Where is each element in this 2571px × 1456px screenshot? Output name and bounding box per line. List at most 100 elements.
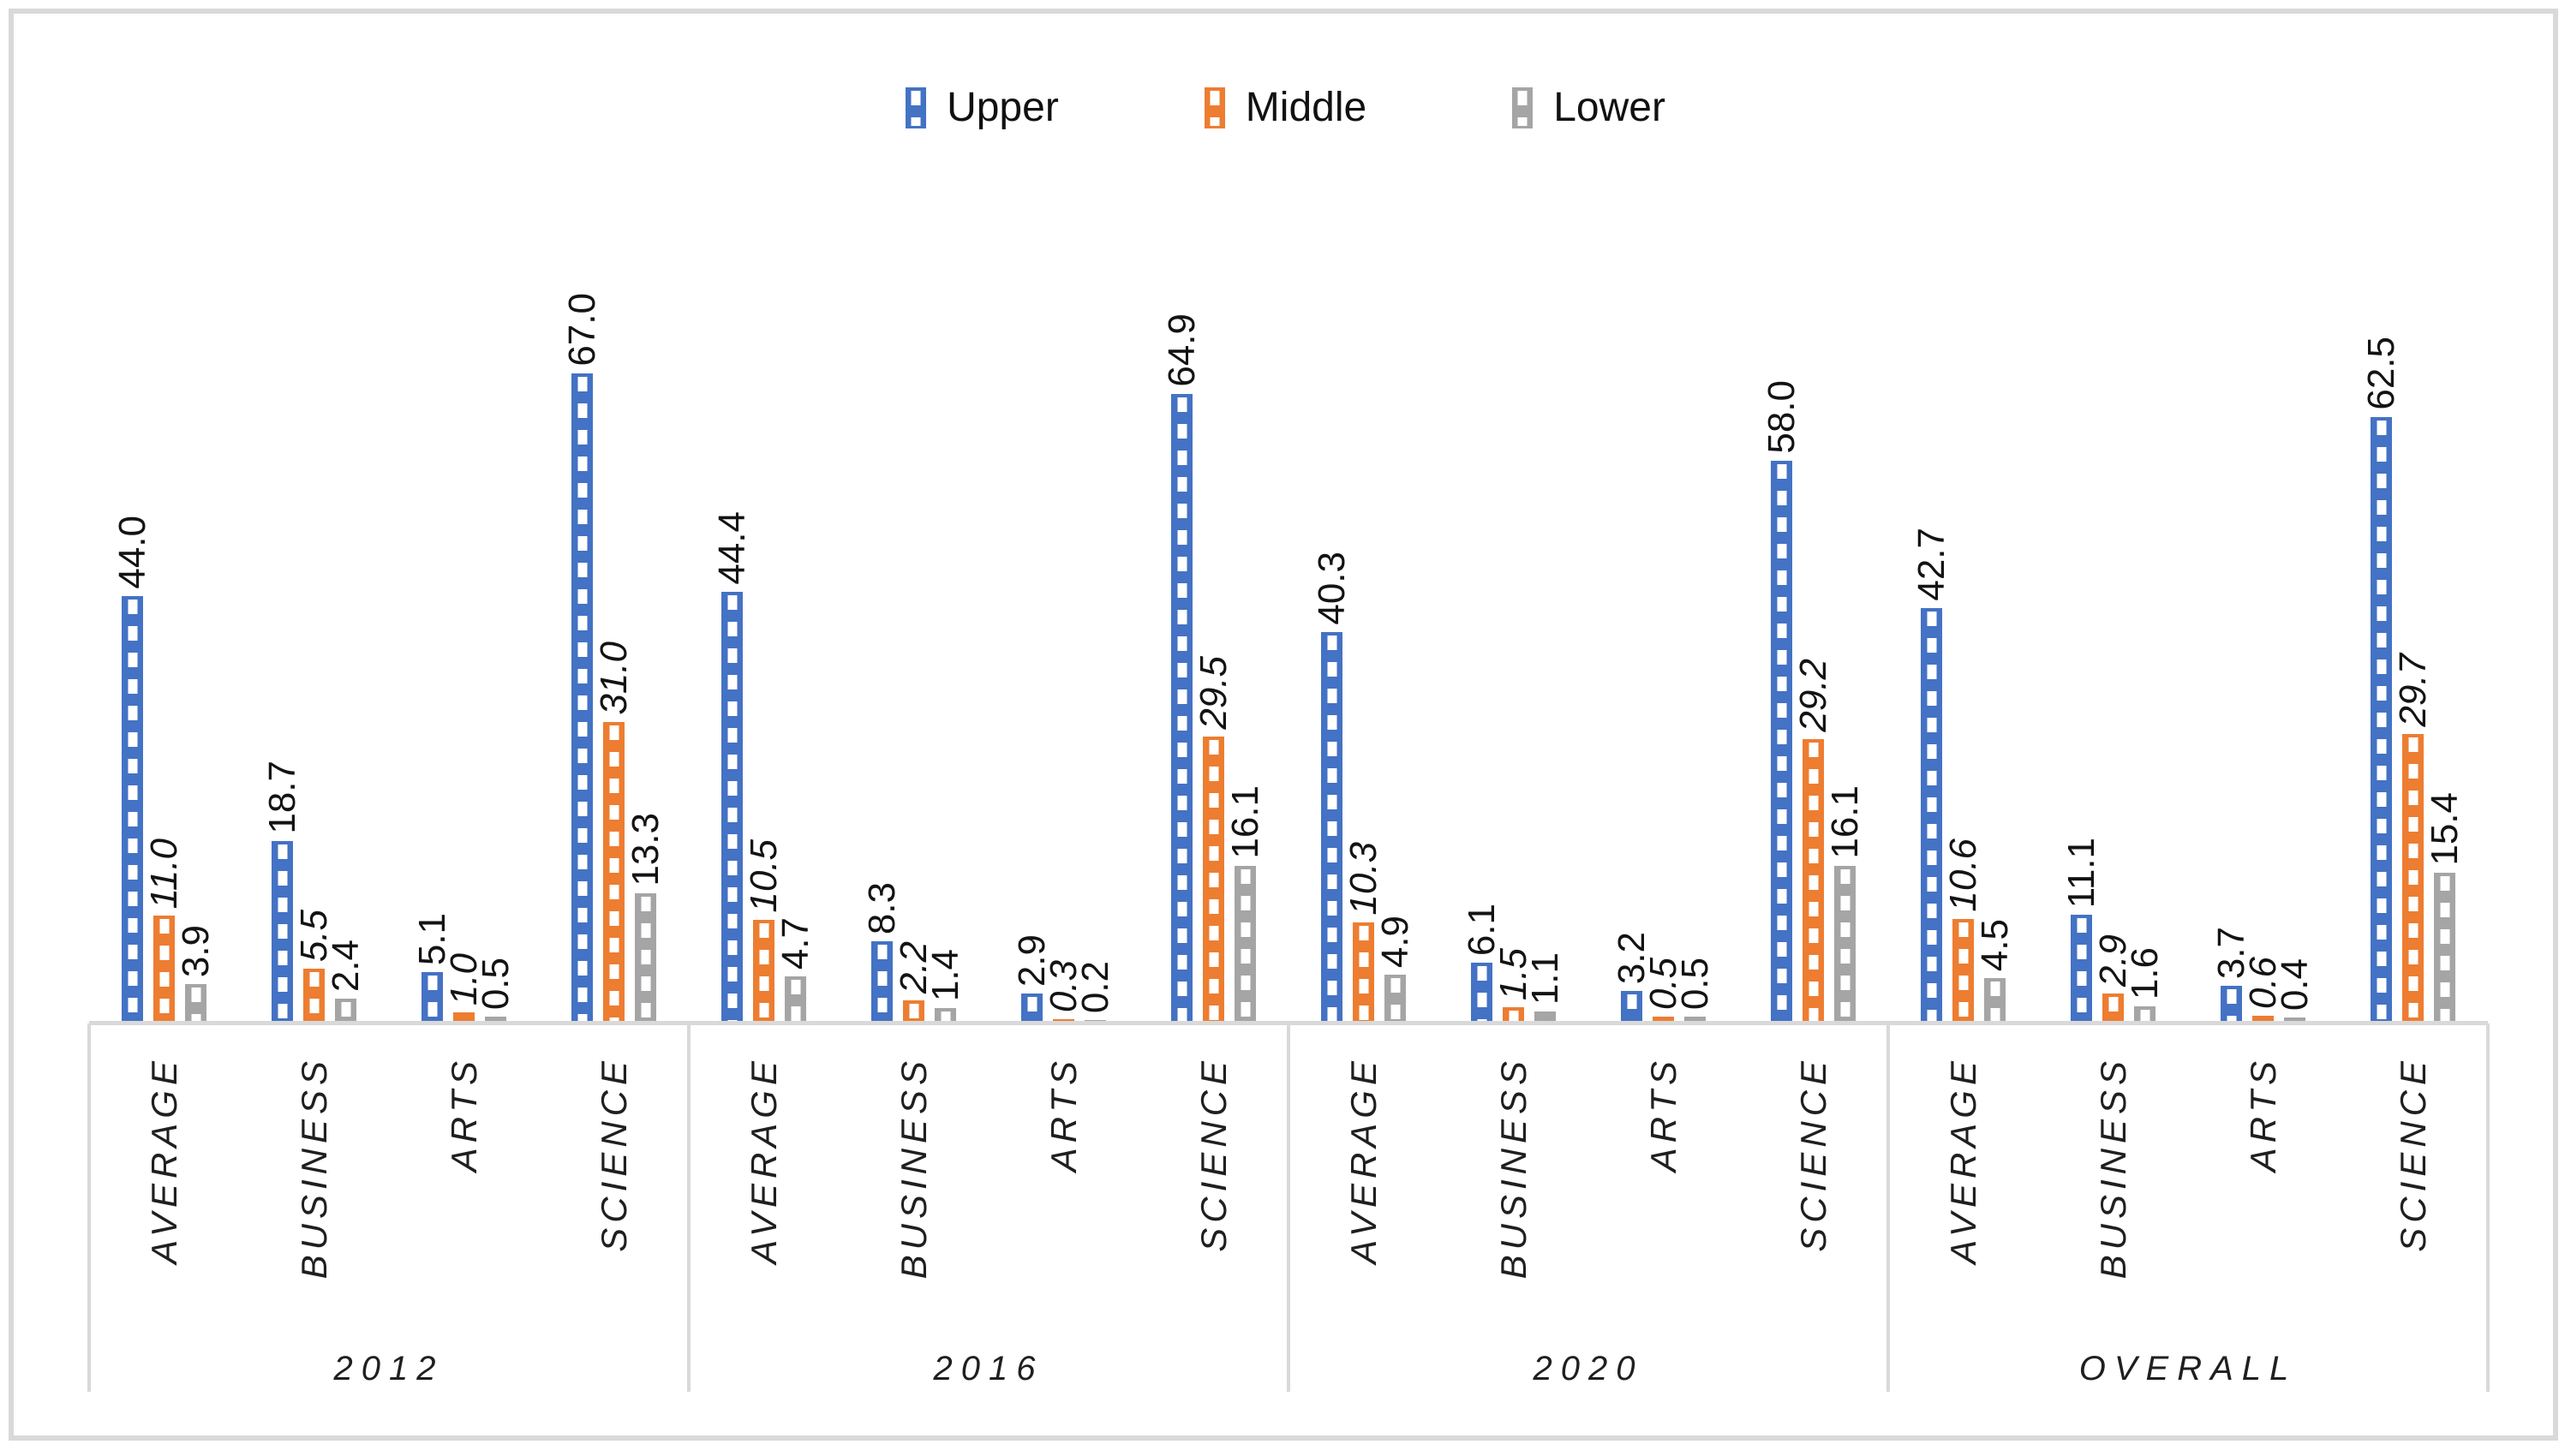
- pattern-stripe: [428, 976, 437, 1022]
- pattern-stripe: [577, 377, 587, 1022]
- bar-middle-2020-arts: [1653, 1017, 1674, 1022]
- value-label-lower-2016-average: 4.7: [774, 916, 816, 970]
- category-label-2016-average: AVERAGE: [743, 1056, 784, 1264]
- bar-upper-overall-average: [1921, 608, 1942, 1022]
- value-label-lower-2012-average: 3.9: [174, 924, 217, 977]
- pattern-stripe: [1359, 926, 1368, 1022]
- bar-middle-2020-science: [1803, 739, 1824, 1022]
- value-label-upper-2016-average: 44.4: [710, 511, 753, 585]
- category-label-2016-business: BUSINESS: [893, 1056, 934, 1280]
- plot-area: 44.0 11.0 3.9 18.7 5.5 2.4 5.1 1.0 0.5 67.0 31.0 13…: [89, 0, 2488, 1022]
- group-divider: [687, 1023, 691, 1392]
- pattern-stripe: [1327, 636, 1336, 1022]
- bar-middle-2012-science: [603, 722, 625, 1022]
- group-label-2016: 2016: [933, 1350, 1044, 1387]
- bar-upper-2016-arts: [1021, 994, 1043, 1022]
- value-label-upper-2012-business: 18.7: [260, 761, 303, 834]
- bar-middle-2020-average: [1353, 922, 1374, 1022]
- bar-upper-2012-business: [272, 841, 293, 1022]
- pattern-stripe: [2377, 421, 2386, 1022]
- chart-legend: Upper Middle Lower: [0, 87, 2571, 128]
- legend-item-upper: Upper: [906, 87, 1059, 128]
- group-divider: [87, 1023, 91, 1392]
- value-label-lower-2012-business: 2.4: [324, 939, 367, 992]
- bar-upper-2016-business: [871, 941, 893, 1022]
- pattern-stripe: [1927, 612, 1936, 1022]
- bar-middle-overall-arts: [2252, 1016, 2274, 1022]
- value-label-middle-2012-average: 11.0: [142, 838, 185, 909]
- legend-item-middle: Middle: [1204, 87, 1366, 128]
- bar-upper-2020-arts: [1621, 991, 1642, 1022]
- bar-upper-2020-average: [1321, 632, 1342, 1022]
- bar-lower-2012-average: [185, 984, 206, 1022]
- bar-lower-2020-science: [1834, 866, 1856, 1022]
- value-label-middle-2016-science: 29.5: [1192, 656, 1235, 730]
- category-label-2012-average: AVERAGE: [143, 1056, 184, 1264]
- bar-middle-2012-arts: [453, 1012, 475, 1022]
- bar-middle-overall-science: [2402, 734, 2424, 1022]
- group-label-2012: 2012: [333, 1350, 445, 1387]
- pattern-stripe: [341, 1002, 350, 1022]
- value-label-upper-2020-average: 40.3: [1310, 552, 1353, 625]
- bar-upper-2016-average: [721, 592, 743, 1022]
- pattern-stripe: [909, 1004, 918, 1022]
- bar-upper-2012-arts: [422, 972, 443, 1022]
- group-label-2020: 2020: [1533, 1350, 1644, 1387]
- value-label-upper-overall-business: 11.1: [2060, 837, 2102, 908]
- bar-lower-2020-average: [1384, 975, 1406, 1022]
- bar-middle-overall-business: [2102, 994, 2124, 1022]
- pattern-stripe: [128, 600, 137, 1022]
- category-label-2016-science: SCIENCE: [1193, 1056, 1234, 1252]
- pattern-stripe: [1509, 1011, 1518, 1022]
- pattern-stripe: [309, 972, 319, 1022]
- bar-middle-2012-business: [303, 969, 325, 1022]
- pattern-stripe: [1209, 740, 1218, 1022]
- bar-middle-overall-average: [1952, 919, 1974, 1022]
- pattern-stripe: [727, 595, 737, 1022]
- group-divider: [1886, 1023, 1890, 1392]
- pattern-stripe: [877, 945, 887, 1022]
- pattern-stripe: [1809, 743, 1818, 1022]
- pattern-stripe: [2140, 1010, 2149, 1022]
- value-label-lower-2020-arts: 0.5: [1673, 957, 1716, 1010]
- value-label-lower-overall-science: 15.4: [2423, 792, 2466, 866]
- value-label-middle-2020-average: 10.3: [1342, 842, 1384, 916]
- bar-lower-2020-business: [1534, 1011, 1556, 1022]
- pattern-stripe: [2408, 737, 2418, 1022]
- pattern-stripe: [278, 844, 287, 1022]
- pattern-stripe: [1027, 997, 1037, 1022]
- value-label-lower-2016-science: 16.1: [1223, 785, 1266, 859]
- pattern-stripe: [609, 725, 619, 1022]
- bar-upper-overall-business: [2071, 915, 2092, 1022]
- value-label-upper-overall-average: 42.7: [1910, 528, 1952, 601]
- bar-lower-2012-business: [335, 999, 356, 1022]
- pattern-stripe: [191, 988, 200, 1022]
- bar-middle-2016-average: [753, 920, 774, 1022]
- bar-lower-2020-arts: [1684, 1017, 1706, 1022]
- bar-middle-2020-business: [1503, 1007, 1524, 1022]
- category-label-overall-business: BUSINESS: [2092, 1056, 2133, 1280]
- bar-lower-overall-average: [1984, 978, 2006, 1022]
- bar-upper-2012-science: [571, 373, 593, 1022]
- category-label-overall-arts: ARTS: [2242, 1056, 2283, 1173]
- value-label-lower-2020-business: 1.1: [1523, 952, 1566, 1005]
- bar-lower-2016-science: [1235, 866, 1256, 1022]
- pattern-stripe: [1177, 397, 1187, 1022]
- value-label-middle-2016-average: 10.5: [742, 839, 785, 913]
- bar-middle-2012-average: [153, 916, 175, 1022]
- legend-swatch-middle-icon: [1204, 87, 1225, 128]
- category-label-2020-business: BUSINESS: [1492, 1056, 1534, 1280]
- bar-lower-2016-average: [785, 976, 806, 1022]
- bar-upper-overall-science: [2371, 417, 2392, 1022]
- pattern-stripe: [2108, 997, 2118, 1022]
- value-label-upper-overall-science: 62.5: [2359, 337, 2402, 410]
- value-label-upper-2020-science: 58.0: [1760, 380, 1803, 454]
- value-label-lower-overall-business: 1.6: [2123, 946, 2166, 1000]
- pattern-stripe: [1777, 464, 1786, 1022]
- legend-item-lower: Lower: [1512, 87, 1665, 128]
- value-label-lower-2016-arts: 0.2: [1073, 960, 1116, 1013]
- pattern-stripe: [1840, 869, 1850, 1022]
- bar-middle-2016-science: [1203, 737, 1224, 1022]
- category-label-2016-arts: ARTS: [1043, 1056, 1084, 1173]
